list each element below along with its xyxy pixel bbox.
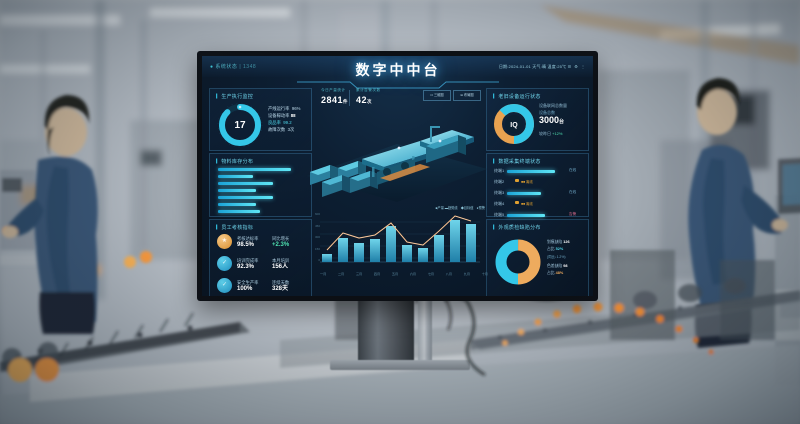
svg-text:17: 17 bbox=[234, 120, 246, 131]
svg-text:IQ: IQ bbox=[510, 122, 518, 129]
